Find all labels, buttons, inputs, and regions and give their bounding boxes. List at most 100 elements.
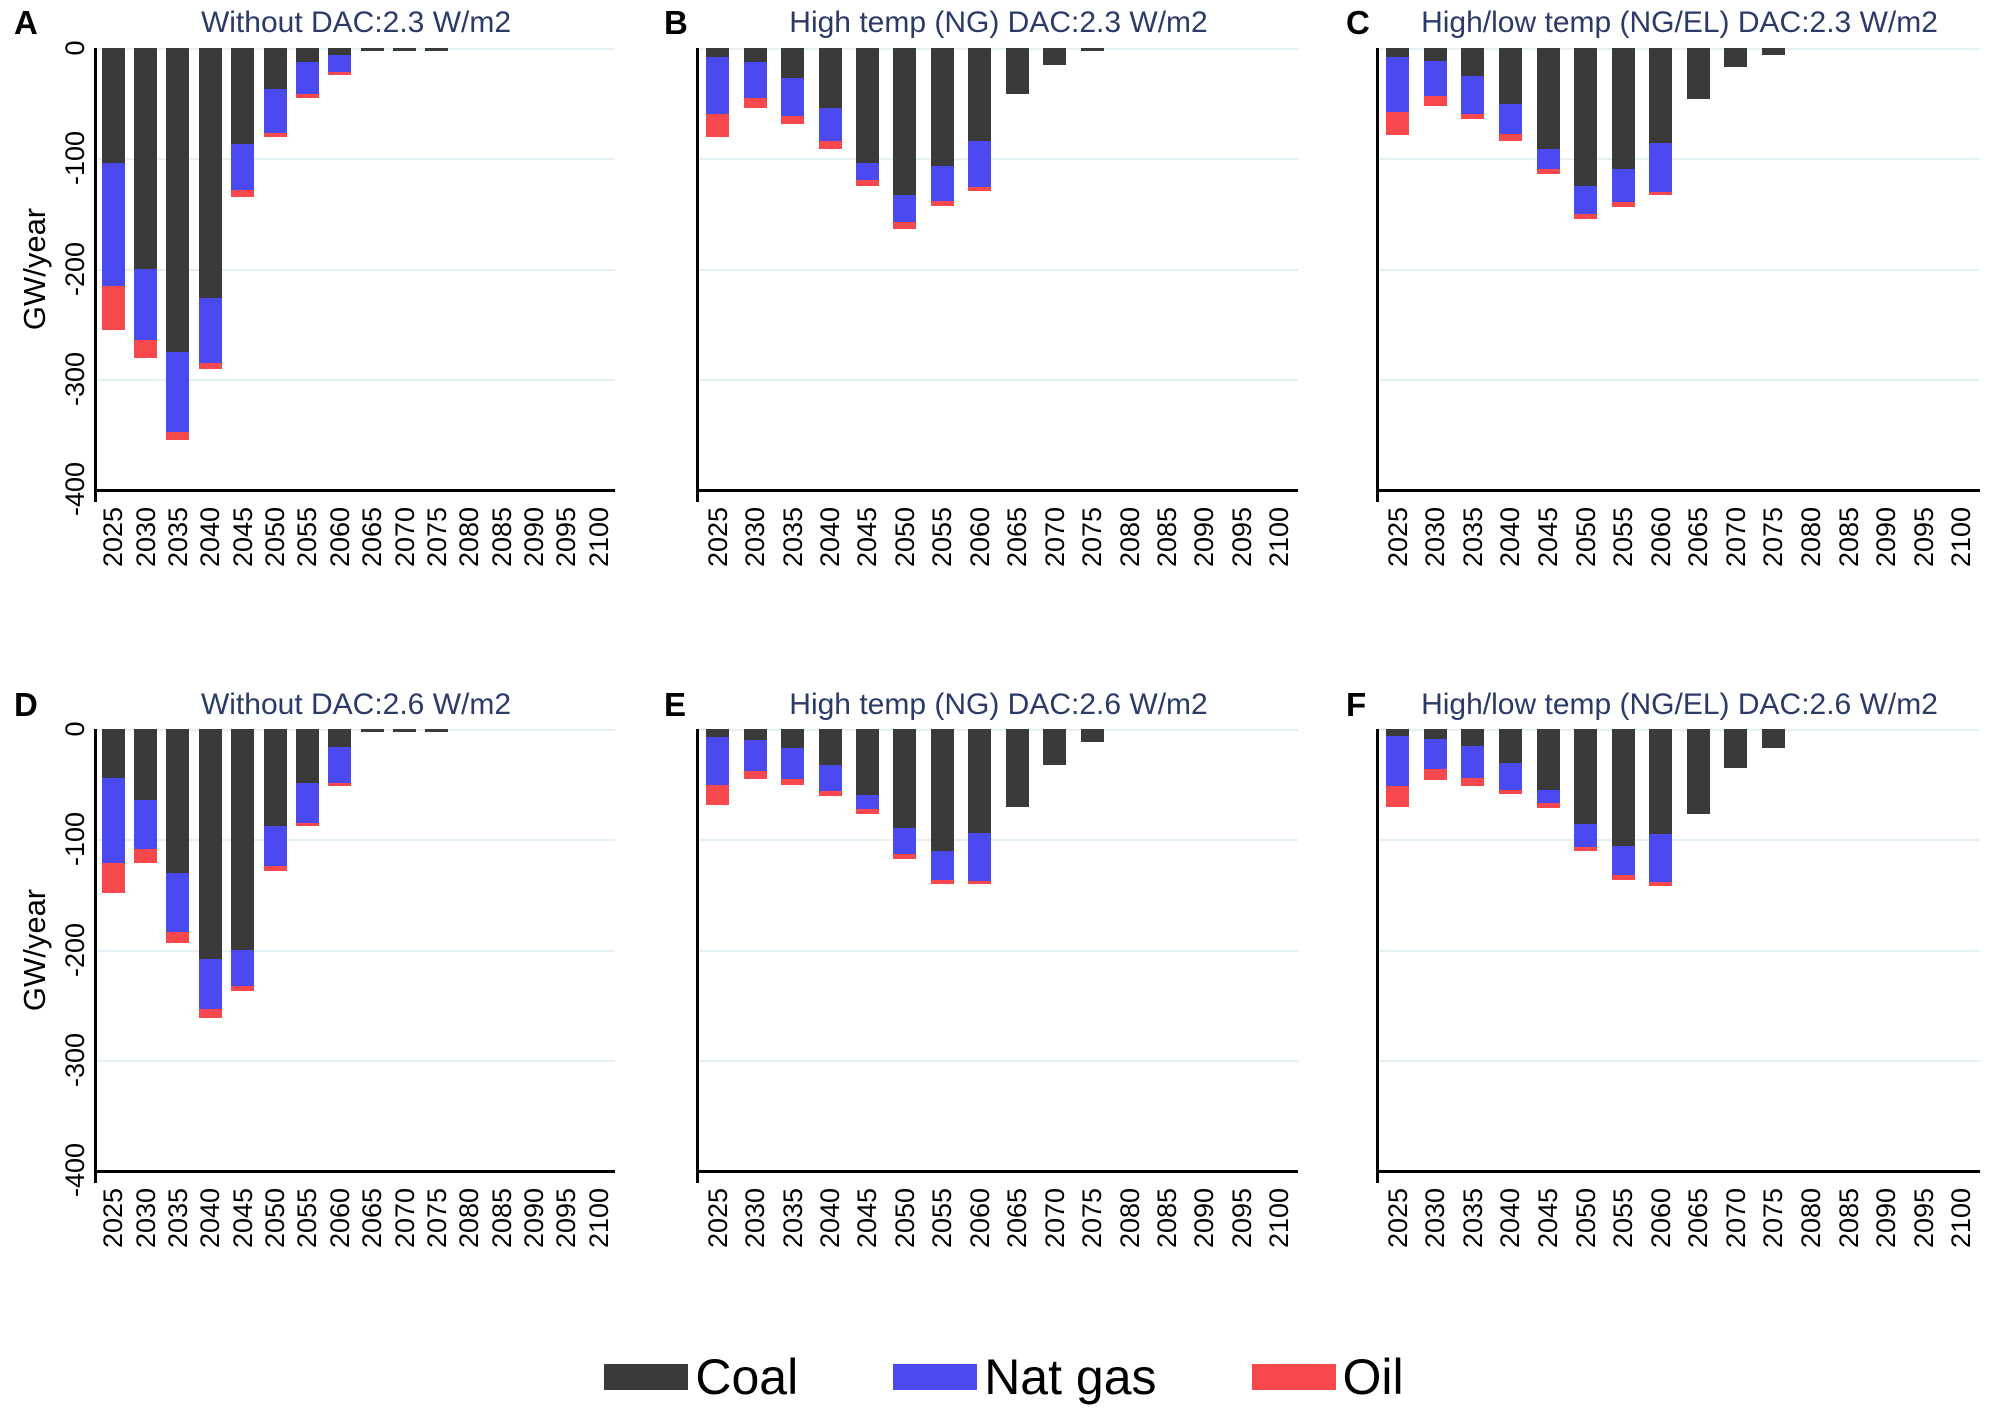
bar-segment-nat-gas bbox=[930, 165, 954, 202]
bar-segment-nat-gas bbox=[231, 949, 255, 986]
bar-segment-oil bbox=[263, 865, 287, 872]
bar-segment-coal bbox=[855, 729, 879, 796]
bar-segment-oil bbox=[968, 881, 992, 885]
bar-2065 bbox=[360, 729, 384, 732]
bar-segment-coal bbox=[818, 48, 842, 108]
bar-segment-oil bbox=[198, 363, 222, 369]
bar-segment-oil bbox=[1649, 192, 1673, 196]
gridline--300 bbox=[699, 378, 1298, 381]
bar-2060 bbox=[1649, 48, 1673, 196]
bar-segment-oil bbox=[295, 94, 319, 98]
bar-segment-oil bbox=[781, 116, 805, 125]
bar-segment-coal bbox=[1724, 729, 1748, 768]
bar-segment-oil bbox=[1461, 777, 1485, 787]
x-axis-line-b bbox=[696, 489, 1298, 492]
gridline--100 bbox=[1379, 158, 1980, 161]
bar-segment-nat-gas bbox=[166, 873, 190, 932]
bar-segment-coal bbox=[706, 729, 730, 737]
bar-segment-coal bbox=[198, 48, 222, 299]
bar-segment-oil bbox=[134, 849, 158, 864]
bar-segment-coal bbox=[1611, 48, 1635, 170]
y-tick--400: -400 bbox=[59, 1142, 90, 1198]
bar-segment-nat-gas bbox=[706, 736, 730, 786]
gridline-0 bbox=[1379, 48, 1980, 50]
gridline-0 bbox=[699, 729, 1298, 731]
bar-segment-nat-gas bbox=[818, 765, 842, 791]
gridline--100 bbox=[699, 839, 1298, 842]
y-axis-label: GW/year bbox=[16, 888, 52, 1011]
y-axis-line-a bbox=[94, 48, 97, 503]
bar-segment-nat-gas bbox=[818, 107, 842, 141]
bar-2045 bbox=[1536, 48, 1560, 174]
bar-segment-nat-gas bbox=[855, 162, 879, 181]
bar-segment-oil bbox=[1649, 882, 1673, 886]
x-axis-line-f bbox=[1376, 1170, 1980, 1173]
bar-segment-oil bbox=[855, 809, 879, 814]
bar-segment-oil bbox=[893, 222, 917, 229]
bar-segment-oil bbox=[1498, 133, 1522, 141]
bar-segment-oil bbox=[101, 286, 125, 331]
bar-segment-nat-gas bbox=[295, 62, 319, 95]
bar-segment-coal bbox=[1574, 729, 1598, 824]
bar-segment-coal bbox=[1386, 729, 1410, 736]
bar-segment-coal bbox=[231, 48, 255, 144]
bar-segment-coal bbox=[1043, 48, 1067, 65]
bar-2040 bbox=[1498, 48, 1522, 141]
bar-2025 bbox=[706, 729, 730, 806]
bar-segment-coal bbox=[1423, 729, 1447, 739]
gridline--300 bbox=[97, 1059, 615, 1062]
bar-segment-coal bbox=[1761, 729, 1785, 748]
bar-segment-nat-gas bbox=[1611, 169, 1635, 203]
bar-2035 bbox=[1461, 729, 1485, 787]
bar-2030 bbox=[134, 729, 158, 864]
bar-segment-nat-gas bbox=[134, 268, 158, 341]
bar-segment-nat-gas bbox=[1574, 185, 1598, 215]
y-axis-label: GW/year bbox=[16, 207, 52, 330]
bar-2075 bbox=[425, 729, 449, 732]
legend-label-nat-gas: Nat gas bbox=[984, 1349, 1157, 1405]
gridline--200 bbox=[699, 268, 1298, 271]
plot-area-f bbox=[1376, 729, 1980, 1184]
legend-swatch-coal-icon bbox=[604, 1364, 689, 1390]
bar-segment-oil bbox=[743, 770, 767, 779]
plot-area-a bbox=[94, 48, 615, 503]
bar-segment-nat-gas bbox=[1386, 735, 1410, 787]
bar-segment-coal bbox=[393, 48, 417, 51]
bar-segment-oil bbox=[1386, 786, 1410, 808]
bar-segment-coal bbox=[1005, 48, 1029, 95]
bar-segment-coal bbox=[1574, 48, 1598, 186]
bar-2075 bbox=[1761, 48, 1785, 55]
bar-segment-nat-gas bbox=[743, 740, 767, 771]
bar-2040 bbox=[1498, 729, 1522, 795]
gridline--200 bbox=[1379, 268, 1980, 271]
y-tick--300: -300 bbox=[59, 351, 90, 406]
x-tick-2100: 2100 bbox=[1945, 506, 1976, 568]
bar-2075 bbox=[1080, 48, 1104, 52]
gridline--100 bbox=[97, 839, 615, 842]
bar-segment-oil bbox=[930, 201, 954, 206]
bar-segment-nat-gas bbox=[893, 828, 917, 854]
gridline--100 bbox=[97, 158, 615, 161]
gridline--100 bbox=[1379, 839, 1980, 842]
y-axis-line-d bbox=[94, 729, 97, 1184]
bar-segment-coal bbox=[166, 48, 190, 353]
bar-segment-nat-gas bbox=[263, 826, 287, 866]
bar-segment-oil bbox=[893, 853, 917, 860]
panel-title-f: High/low temp (NG/EL) DAC:2.6 W/m2 bbox=[1421, 688, 1938, 721]
bar-segment-nat-gas bbox=[328, 746, 352, 783]
bar-segment-nat-gas bbox=[1611, 845, 1635, 875]
bar-2050 bbox=[263, 729, 287, 872]
x-tick-2100: 2100 bbox=[1263, 1187, 1294, 1249]
gridline--200 bbox=[699, 949, 1298, 952]
bar-segment-oil bbox=[263, 132, 287, 138]
bar-segment-oil bbox=[855, 180, 879, 186]
bar-segment-oil bbox=[1611, 202, 1635, 207]
bar-segment-coal bbox=[425, 729, 449, 732]
bar-segment-oil bbox=[706, 785, 730, 806]
bar-segment-oil bbox=[1461, 114, 1485, 119]
bar-2025 bbox=[101, 48, 125, 331]
bar-segment-nat-gas bbox=[1498, 763, 1522, 790]
bar-2065 bbox=[1686, 729, 1710, 814]
bar-segment-coal bbox=[1386, 48, 1410, 57]
bar-segment-coal bbox=[1080, 48, 1104, 52]
